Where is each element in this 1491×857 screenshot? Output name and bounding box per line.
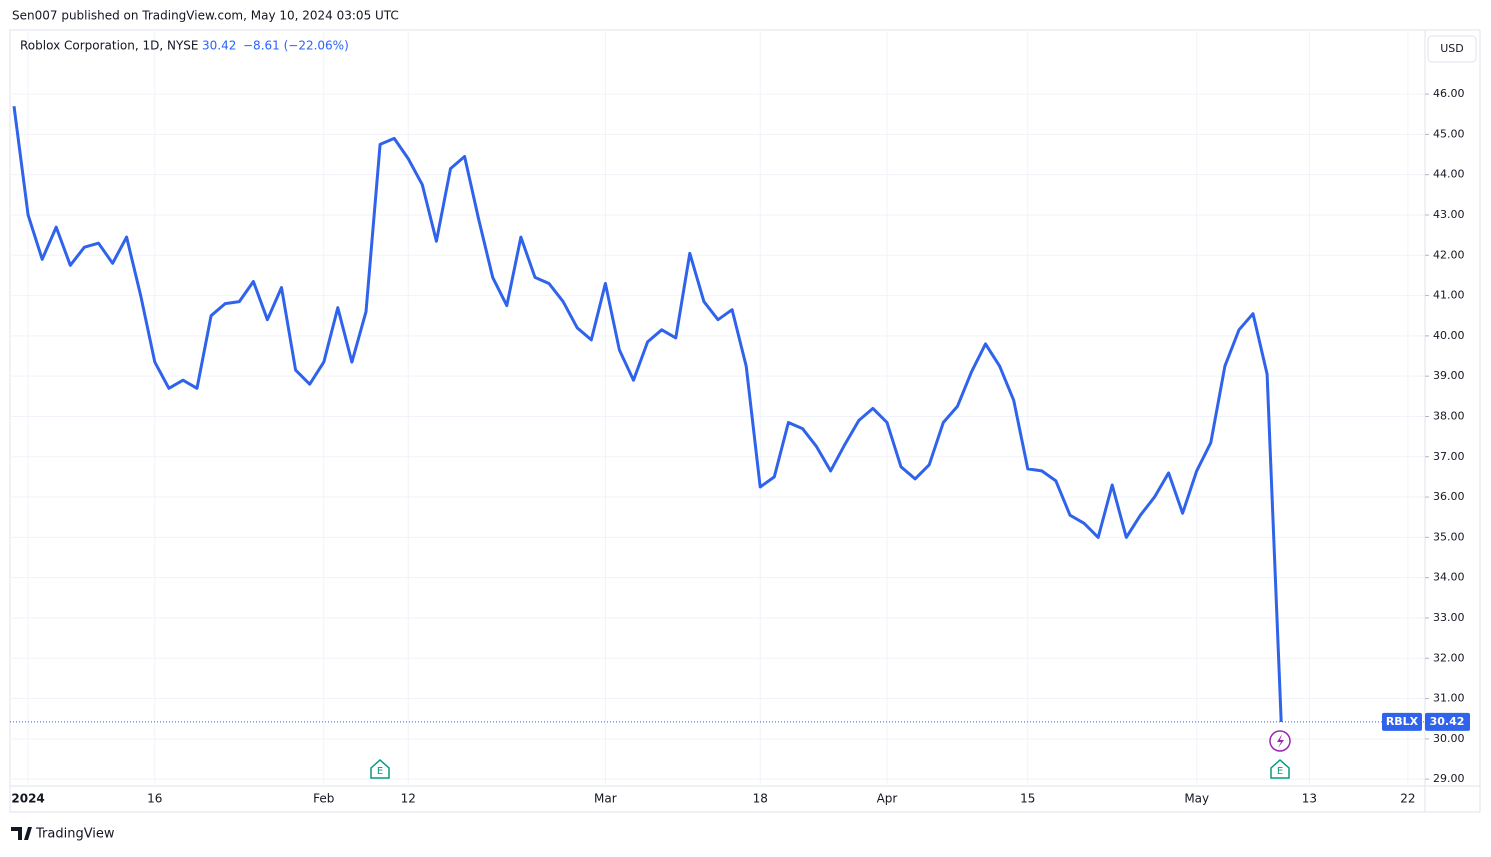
y-tick-label: 45.00 bbox=[1433, 127, 1465, 140]
x-tick-label: May bbox=[1184, 792, 1209, 806]
x-tick-label: Mar bbox=[594, 792, 617, 806]
footer-logo: TradingView bbox=[11, 827, 115, 842]
symbol-label: RBLX bbox=[1386, 715, 1419, 728]
y-tick-label: 44.00 bbox=[1433, 168, 1465, 181]
y-tick-label: 32.00 bbox=[1433, 651, 1465, 664]
last-price: 30.42 bbox=[202, 39, 236, 53]
x-tick-label: 13 bbox=[1302, 792, 1317, 806]
y-tick-label: 30.00 bbox=[1433, 732, 1465, 745]
y-tick-label: 39.00 bbox=[1433, 369, 1465, 382]
price-tag bbox=[1425, 712, 1470, 731]
y-tick-label: 38.00 bbox=[1433, 409, 1465, 422]
x-tick-label: 2024 bbox=[11, 792, 44, 806]
y-tick-label: 35.00 bbox=[1433, 530, 1465, 543]
y-tick-label: 41.00 bbox=[1433, 289, 1465, 302]
publish-info: Sen007 published on TradingView.com, May… bbox=[12, 9, 399, 23]
x-tick-label: 15 bbox=[1020, 792, 1035, 806]
price-change: −8.61 (−22.06%) bbox=[243, 39, 349, 53]
y-tick-label: 36.00 bbox=[1433, 490, 1465, 503]
chart-title: Roblox Corporation, 1D, NYSE bbox=[20, 39, 199, 53]
x-tick-label: Feb bbox=[313, 792, 334, 806]
earnings-label: E bbox=[377, 766, 383, 777]
marks bbox=[10, 106, 1470, 731]
earnings-label: E bbox=[1277, 766, 1283, 777]
earnings-icon: E bbox=[1270, 758, 1290, 779]
x-tick-label: 22 bbox=[1400, 792, 1415, 806]
y-tick-label: 31.00 bbox=[1433, 692, 1465, 705]
grid bbox=[10, 30, 1429, 786]
y-tick-label: 40.00 bbox=[1433, 329, 1465, 342]
y-tick-label: 46.00 bbox=[1433, 87, 1465, 100]
y-tick-label: 34.00 bbox=[1433, 571, 1465, 584]
price-tag-label: 30.42 bbox=[1430, 715, 1465, 728]
earnings-icon: E bbox=[370, 758, 390, 779]
y-tick-label: 37.00 bbox=[1433, 450, 1465, 463]
x-tick-label: 16 bbox=[147, 792, 162, 806]
y-tick-label: 43.00 bbox=[1433, 208, 1465, 221]
y-tick-label: 29.00 bbox=[1433, 772, 1465, 785]
price-line bbox=[12, 106, 1283, 722]
chart-frame bbox=[9, 29, 1481, 813]
y-tick-label: 42.00 bbox=[1433, 248, 1465, 261]
dividend-icon bbox=[1269, 730, 1291, 752]
x-tick-label: Apr bbox=[877, 792, 898, 806]
currency-button[interactable] bbox=[1427, 35, 1477, 63]
symbol-tag bbox=[1382, 712, 1422, 731]
y-tick-label: 33.00 bbox=[1433, 611, 1465, 624]
logo-text: TradingView bbox=[35, 827, 115, 842]
x-tick-label: 12 bbox=[401, 792, 416, 806]
currency[interactable]: USD bbox=[1440, 42, 1464, 55]
x-tick-label: 18 bbox=[753, 792, 768, 806]
